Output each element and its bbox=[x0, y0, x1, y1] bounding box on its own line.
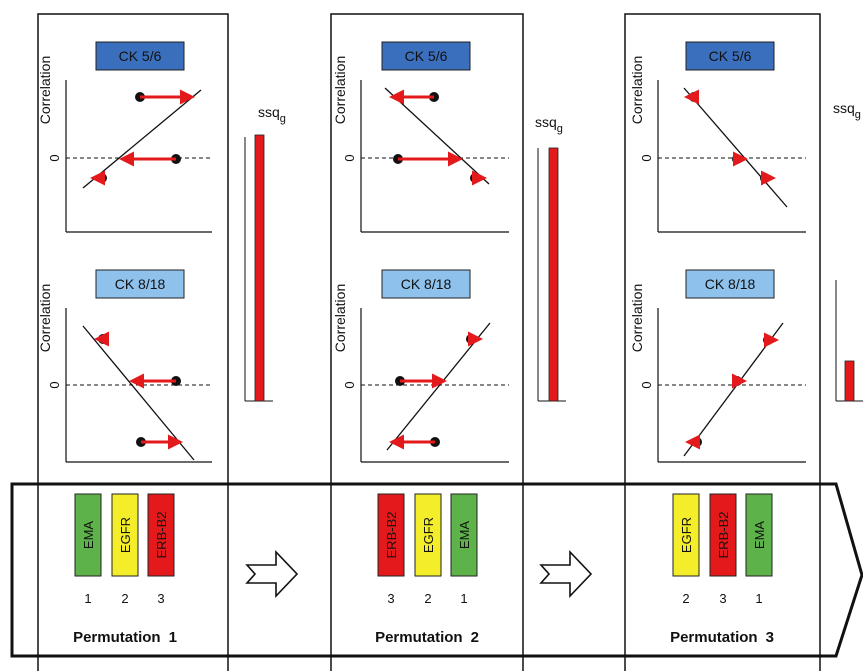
gene-box bbox=[414, 493, 442, 577]
gene-box bbox=[672, 493, 700, 577]
ck818-label: CK 8/18 bbox=[705, 276, 756, 292]
gene-name: ERB-B2 bbox=[154, 512, 169, 559]
ck818-label-box bbox=[381, 269, 471, 299]
fit-line bbox=[384, 87, 490, 185]
gene-index: 2 bbox=[121, 591, 128, 606]
zero-tick: 0 bbox=[639, 154, 654, 161]
zero-tick: 0 bbox=[342, 381, 357, 388]
zero-tick: 0 bbox=[47, 154, 62, 161]
gene-index: 3 bbox=[157, 591, 164, 606]
gene-order: ERB-B2 EGFR EMA 3 2 1 bbox=[377, 493, 478, 606]
column-frames bbox=[37, 13, 821, 671]
ssq-label: ssqg bbox=[258, 104, 286, 125]
gene-name: EMA bbox=[81, 521, 96, 550]
gene-name: EMA bbox=[457, 521, 472, 550]
column-permutation-1: CK 5/6 Correlation 0 CK 8/18 Correlation… bbox=[37, 41, 286, 646]
ck818-label: CK 8/18 bbox=[115, 276, 166, 292]
ck56-label-box bbox=[95, 41, 185, 71]
gene-index: 1 bbox=[460, 591, 467, 606]
zero-tick: 0 bbox=[47, 381, 62, 388]
next-arrow-icon bbox=[539, 550, 593, 598]
gene-index: 3 bbox=[719, 591, 726, 606]
ssq-bar bbox=[844, 360, 855, 402]
ssq-label: ssqg bbox=[535, 114, 563, 135]
zero-tick: 0 bbox=[639, 381, 654, 388]
gene-index: 1 bbox=[755, 591, 762, 606]
ck818-label-box bbox=[95, 269, 185, 299]
y-axis-label: Correlation bbox=[629, 56, 645, 124]
gene-index: 2 bbox=[424, 591, 431, 606]
gene-name: ERB-B2 bbox=[716, 512, 731, 559]
gene-order: EGFR ERB-B2 EMA 2 3 1 bbox=[672, 493, 773, 606]
ck818-label-box bbox=[685, 269, 775, 299]
gene-box bbox=[147, 493, 175, 577]
column-permutation-2: CK 5/6 Correlation 0 CK 8/18 Correlation… bbox=[332, 41, 566, 646]
zero-tick: 0 bbox=[342, 154, 357, 161]
gene-box bbox=[74, 493, 102, 577]
y-axis-label: Correlation bbox=[37, 56, 53, 124]
gene-name: EMA bbox=[752, 521, 767, 550]
gene-name: ERB-B2 bbox=[384, 512, 399, 559]
gene-box bbox=[745, 493, 773, 577]
gene-index: 1 bbox=[84, 591, 91, 606]
ssq-bar bbox=[254, 134, 265, 402]
column-permutation-3: CK 5/6 Correlation 0 CK 8/18 Correlation… bbox=[629, 41, 863, 646]
gene-name: EGFR bbox=[421, 517, 436, 553]
y-axis-label: Correlation bbox=[629, 284, 645, 352]
ck56-label: CK 5/6 bbox=[709, 48, 752, 64]
ck56-label-box bbox=[685, 41, 775, 71]
gene-index: 3 bbox=[387, 591, 394, 606]
next-arrow-icon bbox=[245, 550, 299, 598]
y-axis-label: Correlation bbox=[332, 56, 348, 124]
ck818-label: CK 8/18 bbox=[401, 276, 452, 292]
ck56-label: CK 5/6 bbox=[119, 48, 162, 64]
ssq-label: ssqg bbox=[833, 100, 861, 121]
y-axis-label: Correlation bbox=[37, 284, 53, 352]
y-axis-label: Correlation bbox=[332, 284, 348, 352]
permutation-title: Permutation 2 bbox=[375, 629, 479, 646]
permutation-title: Permutation 3 bbox=[670, 629, 774, 646]
permutation-band bbox=[10, 482, 863, 658]
gene-box bbox=[377, 493, 405, 577]
gene-box bbox=[111, 493, 139, 577]
ck56-label-box bbox=[381, 41, 471, 71]
ssq-bar bbox=[548, 147, 559, 402]
permutation-title: Permutation 1 bbox=[73, 629, 177, 646]
gene-index: 2 bbox=[682, 591, 689, 606]
gene-box bbox=[450, 493, 478, 577]
gene-name: EGFR bbox=[118, 517, 133, 553]
gene-name: EGFR bbox=[679, 517, 694, 553]
ck56-label: CK 5/6 bbox=[405, 48, 448, 64]
gene-order: EMA EGFR ERB-B2 1 2 3 bbox=[74, 493, 175, 606]
gene-box bbox=[709, 493, 737, 577]
fit-line bbox=[683, 87, 788, 208]
